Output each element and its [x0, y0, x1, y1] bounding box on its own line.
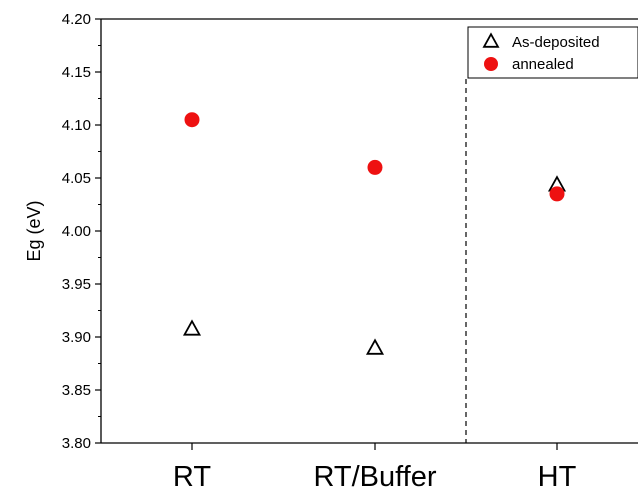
- y-tick-label: 3.90: [62, 329, 91, 346]
- x-category-label: RT/Buffer: [313, 461, 436, 492]
- legend-label: annealed: [512, 56, 574, 73]
- data-point-circle: [549, 186, 565, 202]
- y-tick-label: 4.10: [62, 117, 91, 134]
- y-axis-title: Eg (eV): [24, 200, 44, 261]
- x-category-label: RT: [173, 461, 211, 492]
- legend-marker-circle: [484, 57, 498, 71]
- data-point-circle: [367, 159, 383, 175]
- legend-label: As-deposited: [512, 34, 600, 51]
- series-annealed: [184, 112, 565, 202]
- plot-frame: [100, 18, 638, 444]
- data-point-circle: [184, 112, 200, 128]
- y-tick-label: 4.05: [62, 170, 91, 187]
- y-tick-label: 3.85: [62, 382, 91, 399]
- y-tick-label: 3.80: [62, 435, 91, 452]
- y-tick-label: 4.00: [62, 223, 91, 240]
- legend-items: As-deposited annealed: [482, 32, 600, 73]
- data-point-triangle: [182, 319, 202, 336]
- y-tick-label: 4.20: [62, 11, 91, 28]
- series-layer: [182, 112, 567, 355]
- y-tick-label: 3.95: [62, 276, 91, 293]
- legend: As-deposited annealed: [467, 26, 638, 79]
- data-point-triangle: [365, 338, 385, 355]
- y-tick-label: 4.15: [62, 64, 91, 81]
- x-ticks: RT RT/Buffer HT: [173, 443, 577, 492]
- series-as-deposited: [182, 175, 567, 355]
- legend-box: [467, 26, 638, 79]
- y-ticks: 3.80 3.85 3.90 3.95 4.00 4.05 4.10 4.15 4.20: [62, 11, 101, 452]
- x-category-label: HT: [538, 461, 577, 492]
- legend-marker-triangle: [482, 32, 500, 48]
